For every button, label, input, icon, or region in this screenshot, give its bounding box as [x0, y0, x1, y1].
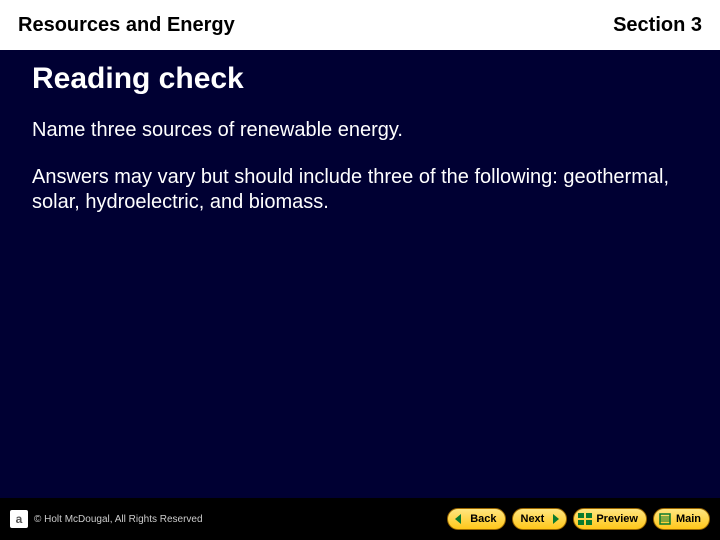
- next-button-label: Next: [521, 513, 545, 525]
- back-arrow-icon: [452, 512, 466, 526]
- copyright-block: a © Holt McDougal, All Rights Reserved: [10, 510, 203, 528]
- slide-header: Resources and Energy Section 3: [0, 0, 720, 50]
- publisher-logo: a: [10, 510, 28, 528]
- main-button[interactable]: Main: [653, 508, 710, 530]
- content-heading: Reading check: [32, 62, 688, 96]
- preview-icon: [578, 512, 592, 526]
- main-icon: [658, 512, 672, 526]
- nav-buttons: Back Next Preview: [447, 508, 710, 530]
- content-question: Name three sources of renewable energy.: [32, 118, 688, 143]
- content-answer: Answers may vary but should include thre…: [32, 165, 688, 215]
- bottom-bar: a © Holt McDougal, All Rights Reserved B…: [0, 498, 720, 540]
- header-title-left: Resources and Energy: [18, 14, 235, 37]
- back-button-label: Back: [470, 513, 496, 525]
- main-button-label: Main: [676, 513, 701, 525]
- back-button[interactable]: Back: [447, 508, 505, 530]
- preview-button-label: Preview: [596, 513, 638, 525]
- next-arrow-icon: [548, 512, 562, 526]
- preview-button[interactable]: Preview: [573, 508, 647, 530]
- slide: Resources and Energy Section 3 Reading c…: [0, 0, 720, 498]
- copyright-text: © Holt McDougal, All Rights Reserved: [34, 514, 203, 525]
- next-button[interactable]: Next: [512, 508, 568, 530]
- slide-content: Reading check Name three sources of rene…: [32, 62, 688, 237]
- header-title-right: Section 3: [613, 14, 702, 37]
